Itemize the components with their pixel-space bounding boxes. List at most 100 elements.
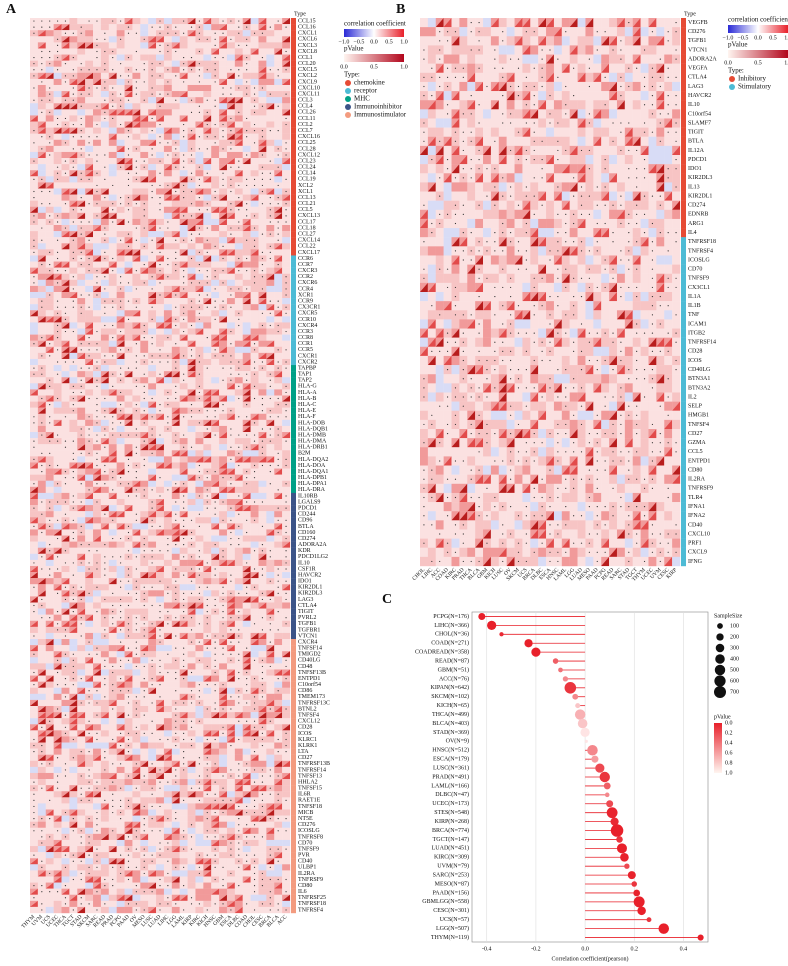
- heatmap-cell: [140, 316, 149, 323]
- heatmap-triangle: [156, 273, 164, 280]
- heatmap-dot: [285, 203, 287, 205]
- heatmap-triangle: [61, 523, 70, 530]
- heatmap-cell: [93, 243, 102, 250]
- heatmap-cell: [195, 243, 204, 250]
- heatmap-triangle: [282, 60, 290, 67]
- heatmap-dot: [285, 93, 287, 95]
- heatmap-dot: [41, 81, 43, 83]
- heatmap-cell: [274, 91, 283, 98]
- heatmap-dot: [285, 501, 287, 503]
- heatmap-triangle: [219, 486, 227, 493]
- heatmap-triangle: [258, 432, 267, 439]
- heatmap-cell: [242, 450, 251, 457]
- heatmap-cell: [30, 450, 39, 457]
- heatmap-dot: [33, 99, 35, 101]
- heatmap-cell: [234, 377, 243, 384]
- heatmap-triangle: [116, 413, 125, 420]
- heatmap-cell: [132, 218, 141, 226]
- heatmap-cell: [195, 54, 204, 61]
- heatmap-cell: [30, 298, 39, 305]
- heatmap-dot: [175, 580, 177, 582]
- heatmap-dot: [175, 32, 177, 34]
- heatmap-dot: [222, 611, 224, 613]
- heatmap-dot: [112, 50, 114, 53]
- heatmap-cell: [156, 517, 165, 524]
- heatmap-cell: [203, 529, 212, 536]
- heatmap-dot: [198, 282, 200, 284]
- heatmap-dot: [167, 586, 169, 588]
- heatmap-cell: [156, 298, 165, 305]
- heatmap-triangle: [69, 614, 78, 621]
- heatmap-dot: [261, 464, 264, 467]
- heatmap-cell: [250, 511, 259, 518]
- heatmap-cell: [203, 438, 212, 445]
- heatmap-dot: [151, 239, 153, 241]
- heatmap-triangle: [226, 596, 235, 603]
- heatmap-cell: [100, 517, 109, 524]
- heatmap-dot: [238, 446, 240, 448]
- heatmap-cell: [274, 139, 283, 147]
- heatmap-cell: [258, 42, 267, 49]
- heatmap-triangle: [53, 103, 62, 110]
- heatmap-dot: [41, 69, 43, 71]
- heatmap-dot: [41, 513, 43, 515]
- heatmap-triangle: [195, 285, 204, 292]
- heatmap-triangle: [37, 383, 46, 390]
- heatmap-cell: [274, 535, 283, 542]
- heatmap-dot: [80, 312, 82, 314]
- heatmap-triangle: [211, 419, 220, 426]
- heatmap-triangle: [156, 444, 164, 451]
- heatmap-cell: [219, 511, 228, 518]
- heatmap-dot: [127, 245, 130, 247]
- heatmap-dot: [277, 416, 279, 418]
- heatmap-cell: [124, 498, 133, 506]
- heatmap-cell: [258, 474, 267, 481]
- heatmap-dot: [72, 537, 74, 540]
- heatmap-triangle: [45, 182, 54, 189]
- heatmap-cell: [274, 498, 283, 506]
- heatmap-cell: [282, 298, 291, 305]
- heatmap-dot: [261, 452, 264, 454]
- heatmap-cell: [85, 78, 94, 86]
- heatmap-cell: [187, 395, 196, 402]
- heatmap-cell: [148, 121, 157, 128]
- heatmap-dot: [64, 470, 67, 473]
- heatmap-cell: [148, 231, 157, 238]
- heatmap-dot: [112, 20, 114, 22]
- heatmap-cell: [171, 176, 180, 183]
- heatmap-dot: [285, 592, 287, 594]
- heatmap-cell: [171, 505, 180, 512]
- heatmap-cell: [211, 237, 220, 244]
- heatmap-cell: [250, 486, 259, 494]
- heatmap-dot: [222, 519, 224, 521]
- heatmap-triangle: [93, 474, 101, 481]
- heatmap-dot: [222, 32, 224, 34]
- heatmap-dot: [143, 99, 145, 101]
- heatmap-triangle: [234, 170, 243, 177]
- heatmap-cell: [195, 444, 204, 451]
- heatmap-dot: [159, 93, 161, 95]
- heatmap-dot: [72, 495, 74, 497]
- heatmap-dot: [33, 373, 35, 375]
- heatmap-triangle: [234, 456, 243, 463]
- heatmap-dot: [143, 355, 145, 357]
- heatmap-dot: [143, 537, 145, 540]
- heatmap-cell: [69, 352, 78, 360]
- heatmap-dot: [112, 69, 114, 71]
- heatmap-cell: [85, 97, 94, 104]
- heatmap-dot: [253, 32, 256, 34]
- heatmap-triangle: [148, 109, 157, 116]
- heatmap-triangle: [37, 151, 46, 159]
- heatmap-cell: [140, 84, 149, 92]
- heatmap-cell: [53, 450, 62, 457]
- heatmap-cell: [108, 139, 117, 147]
- heatmap-cell: [226, 419, 236, 427]
- heatmap-dot: [269, 373, 271, 375]
- heatmap-cell: [69, 176, 78, 183]
- heatmap-cell: [163, 72, 173, 80]
- heatmap-dot: [222, 56, 224, 59]
- heatmap-dot: [206, 306, 208, 308]
- heatmap-cell: [171, 54, 180, 61]
- heatmap-dot: [120, 75, 122, 77]
- heatmap-cell: [171, 18, 180, 25]
